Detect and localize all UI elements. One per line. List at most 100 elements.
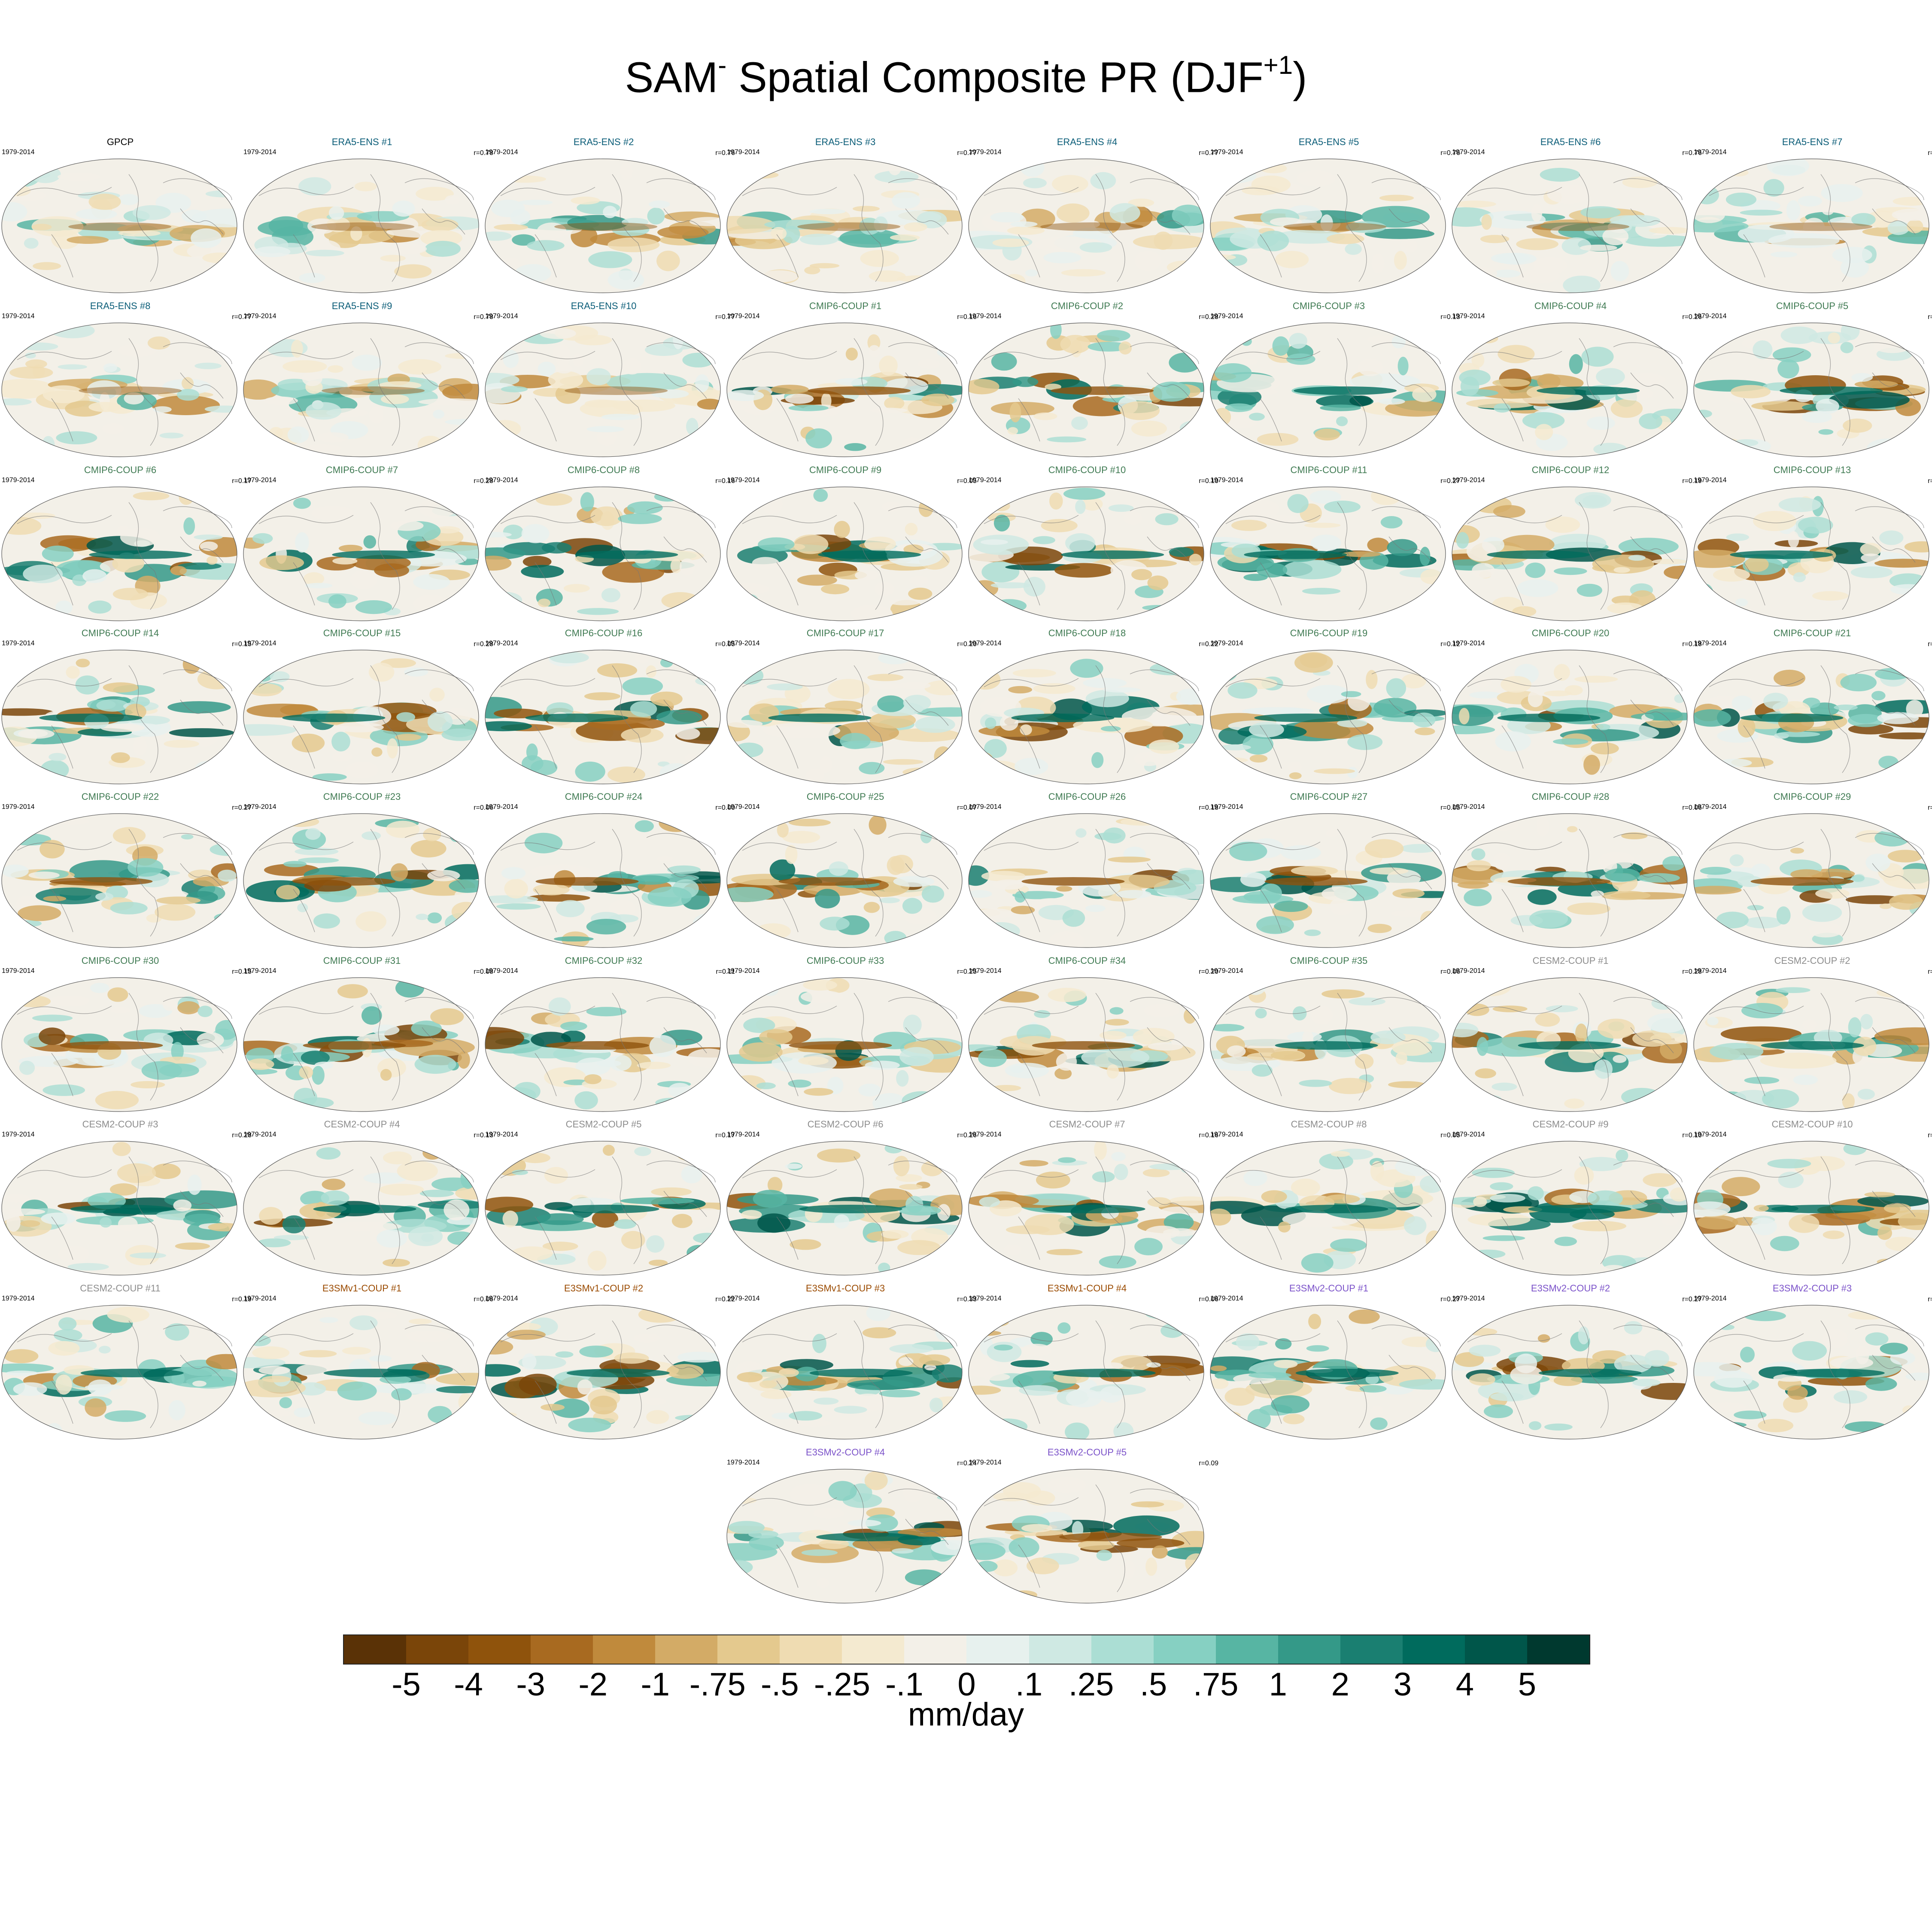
panel-title: CESM2-COUP #2 [1774, 955, 1850, 966]
precip-map [1, 322, 237, 457]
map-panel: ERA5-ENS #1 1979-2014 r=0.78 [242, 137, 493, 300]
panel-period: 1979-2014 [1452, 477, 1485, 484]
map-panel: CMIP6-COUP #27 1979-2014 r=0.05 [1209, 791, 1460, 954]
map-panel: CMIP6-COUP #5 1979-2014 r=0.1 [1692, 301, 1932, 464]
panel-correlation: r=0.1 [1928, 313, 1932, 321]
panel-title: CESM2-COUP #7 [1049, 1119, 1125, 1130]
precip-map [243, 650, 479, 784]
panel-correlation: r=0.06 [1682, 804, 1702, 811]
precip-map [485, 813, 721, 948]
panel-title: ERA5-ENS #2 [573, 137, 634, 147]
panel-period: 1979-2014 [2, 1131, 35, 1138]
panel-title: CMIP6-COUP #11 [1290, 465, 1367, 475]
colorbar-tick: 2 [1331, 1666, 1349, 1703]
panel-correlation: r=0.17 [232, 477, 252, 485]
map-panel: CMIP6-COUP #2 1979-2014 r=0.28 [967, 301, 1218, 464]
colorbar-box [1091, 1635, 1154, 1664]
panel-period: 1979-2014 [727, 1295, 760, 1302]
panel-title: CMIP6-COUP #30 [81, 955, 159, 966]
panel-correlation: r=0.11 [716, 968, 735, 975]
panel-period: 1979-2014 [2, 803, 35, 811]
panel-title: CMIP6-COUP #27 [1290, 791, 1368, 802]
precip-map [485, 322, 721, 457]
map-panel: CMIP6-COUP #25 1979-2014 r=0.07 [725, 791, 977, 954]
precip-map [243, 1141, 479, 1276]
map-panel: CMIP6-COUP #12 1979-2014 r=0.19 [1450, 465, 1702, 628]
panel-correlation: r=0.24 [957, 1460, 977, 1467]
map-panel: CESM2-COUP #5 1979-2014 r=0.17 [483, 1119, 735, 1282]
panel-period: 1979-2014 [1210, 967, 1243, 975]
panel-title: CMIP6-COUP #5 [1776, 301, 1849, 311]
map-panel: CMIP6-COUP #16 1979-2014 r=0.05 [483, 628, 735, 791]
colorbar-box [966, 1635, 1029, 1664]
map-panel: CESM2-COUP #2 1979-2014 r=0.1 [1692, 955, 1932, 1118]
panel-correlation: r=0.18 [1682, 641, 1702, 648]
panel-correlation: r=0.07 [957, 804, 977, 811]
panel-period: 1979-2014 [485, 967, 518, 975]
map-panel: CMIP6-COUP #23 1979-2014 r=0.06 [242, 791, 493, 954]
map-panel: ERA5-ENS #3 1979-2014 r=0.77 [725, 137, 977, 300]
panel-period: 1979-2014 [485, 1131, 518, 1138]
map-panel: CESM2-COUP #3 1979-2014 r=0.28 [0, 1119, 252, 1282]
panel-title: E3SMv2-COUP #2 [1531, 1283, 1610, 1294]
panel-title: CMIP6-COUP #34 [1048, 955, 1126, 966]
colorbar-tick: 0 [957, 1666, 976, 1703]
panel-correlation: r=0.17 [715, 1132, 735, 1139]
precip-map [968, 1141, 1204, 1276]
colorbar-tick: -2 [578, 1666, 608, 1703]
precip-map [1210, 322, 1446, 457]
colorbar-tick: -3 [516, 1666, 545, 1703]
panel-title: CMIP6-COUP #16 [565, 628, 643, 638]
panel-title: CMIP6-COUP #33 [806, 955, 884, 966]
panel-period: 1979-2014 [1210, 1295, 1243, 1302]
panel-correlation: r=0.06 [1199, 1296, 1218, 1303]
panel-period: 1979-2014 [1694, 640, 1727, 647]
map-panel: CMIP6-COUP #1 1979-2014 r=0.16 [725, 301, 977, 464]
map-panel: CMIP6-COUP #34 1979-2014 r=0.20 [967, 955, 1218, 1118]
panel-title: ERA5-ENS #10 [571, 301, 637, 311]
panel-period: 1979-2014 [1452, 803, 1485, 811]
panel-title: ERA5-ENS #7 [1782, 137, 1843, 147]
panel-title: CMIP6-COUP #6 [84, 465, 157, 475]
panel-title: ERA5-ENS #8 [90, 301, 151, 311]
panel-period: 1979-2014 [485, 640, 518, 647]
map-panel: CMIP6-COUP #20 1979-2014 r=0.18 [1450, 628, 1702, 791]
title-main: SAM [625, 53, 718, 102]
precip-map [726, 1305, 963, 1440]
panel-period: 1979-2014 [969, 1295, 1002, 1302]
panel-correlation: r=0.10 [1199, 477, 1218, 485]
precip-map [968, 322, 1204, 457]
map-panel: CESM2-COUP #7 1979-2014 r=0.16 [967, 1119, 1218, 1282]
colorbar-box [717, 1635, 780, 1664]
map-panel: ERA5-ENS #5 1979-2014 r=0.76 [1209, 137, 1460, 300]
precip-map [1, 813, 237, 948]
panel-correlation: r=0.33 [957, 1296, 977, 1303]
panel-correlation: r=0.27 [1440, 1296, 1460, 1303]
map-panel: E3SMv2-COUP #1 1979-2014 r=0.27 [1209, 1283, 1460, 1446]
panel-correlation: r=0.19 [1682, 477, 1702, 485]
panel-correlation: r=0.2 [1928, 641, 1932, 648]
panel-period: 1979-2014 [1694, 1295, 1727, 1302]
panel-period: 1979-2014 [727, 640, 760, 647]
precip-map [1, 1141, 237, 1276]
panel-period: 1979-2014 [1452, 149, 1485, 156]
panel-correlation: r=0.27 [1440, 477, 1460, 485]
panel-period: 1979-2014 [1210, 803, 1243, 811]
panel-title: GPCP [106, 137, 134, 147]
panel-correlation: r=0.20 [1199, 968, 1218, 975]
precip-map [1693, 650, 1929, 784]
panel-period: 1979-2014 [485, 477, 518, 484]
colorbar-box [1029, 1635, 1091, 1664]
panel-correlation: r=0.10 [1682, 1132, 1702, 1139]
panel-title: CMIP6-COUP #23 [323, 791, 401, 802]
panel-period: 1979-2014 [969, 1131, 1002, 1138]
panel-period: 1979-2014 [1694, 967, 1727, 975]
title-end: ) [1293, 53, 1307, 102]
panel-period: 1979-2014 [1452, 313, 1485, 320]
precip-map [485, 977, 721, 1112]
panel-correlation: r=0.78 [474, 313, 493, 321]
precip-map [1452, 322, 1688, 457]
colorbar-tick: 1 [1269, 1666, 1287, 1703]
panel-title: CMIP6-COUP #15 [323, 628, 401, 638]
precip-map [485, 650, 721, 784]
